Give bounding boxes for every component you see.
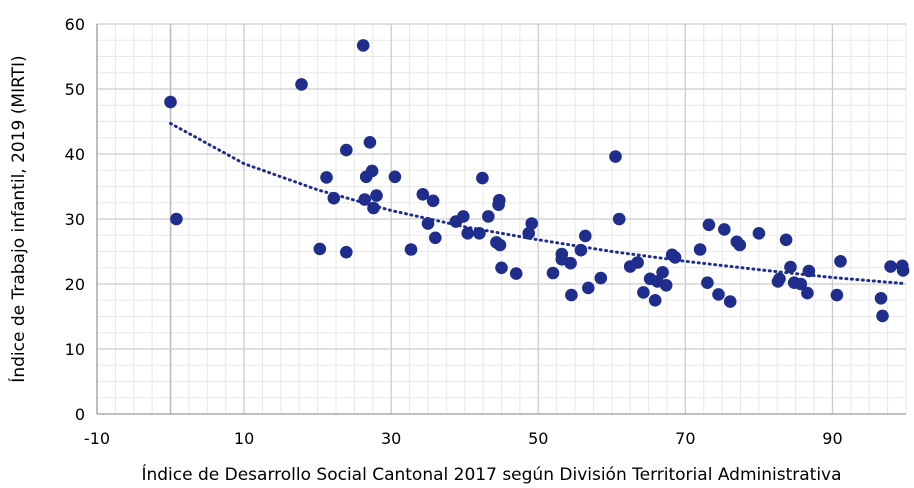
data-point [320,171,333,184]
data-point [637,286,650,299]
data-point [421,217,435,230]
data-point [582,281,595,295]
data-point [718,223,731,236]
data-point [733,238,747,252]
data-point [896,264,910,277]
data-point [367,201,380,215]
data-point [170,212,183,226]
data-point [612,212,626,226]
data-point [876,309,889,323]
y-tick-label: 20 [65,275,85,294]
data-point [365,164,379,178]
data-point [473,227,486,240]
data-point [358,193,372,206]
x-tick-label: 50 [528,429,548,448]
data-point [493,238,507,252]
data-point [340,143,353,157]
data-point [773,272,786,286]
data-point [416,188,430,201]
x-tick-label: 10 [234,429,254,448]
y-tick-label: 60 [65,15,85,34]
data-point [564,256,577,270]
data-point [429,231,442,245]
data-point [426,194,440,208]
y-axis-title: Índice de Trabajo infantil, 2019 (MIRTI) [7,55,29,382]
y-tick-label: 0 [75,405,85,424]
data-point [801,286,814,300]
data-point [388,170,402,184]
y-tick-label: 30 [65,210,85,229]
data-point [874,292,888,305]
data-point [834,254,847,268]
data-point [784,260,797,274]
data-point [493,193,506,207]
data-point [659,279,673,292]
data-point [370,189,383,202]
data-point [609,150,622,163]
data-point [779,233,793,247]
data-point [668,251,682,264]
x-tick-label: 70 [675,429,695,448]
data-point [693,243,707,256]
data-points [164,39,910,323]
x-tick-label: 30 [381,429,401,448]
data-point [594,271,608,285]
data-point [164,95,177,109]
data-point [461,227,475,240]
data-point [340,245,353,259]
data-point [702,218,716,232]
x-axis-title: Índice de Desarrollo Social Cantonal 201… [141,463,841,485]
trendline [169,121,904,285]
data-point [509,267,523,280]
axes [96,24,906,415]
y-tick-label: 50 [65,80,85,99]
data-point [884,260,897,273]
tick-labels: -10 10 30 50 70 90 0 10 20 30 40 50 60 [65,15,843,448]
data-point [404,243,418,256]
data-point [656,266,669,279]
data-point [712,288,725,301]
y-tick-label: 40 [65,145,85,164]
trendline-group [169,121,904,285]
data-point [476,171,489,185]
data-point [522,227,535,240]
grid [97,23,907,414]
data-point [495,261,508,275]
data-point [482,210,495,223]
data-point [794,277,808,291]
data-point [363,136,377,149]
data-point [723,295,737,308]
data-point [631,256,644,269]
data-point [802,264,816,278]
data-point [752,227,766,240]
data-point [830,288,844,302]
data-point [701,276,714,290]
data-point [565,288,578,302]
data-point [457,210,470,223]
x-tick-label: 90 [822,429,842,448]
y-tick-label: 10 [65,340,85,359]
data-point [313,242,327,256]
data-point [574,243,588,257]
data-point [295,78,308,91]
x-tick-label: -10 [84,429,110,448]
data-point [648,294,662,307]
data-point [579,229,592,243]
data-point [327,191,341,205]
data-point [356,39,370,52]
data-point [525,217,538,230]
data-point [546,266,560,280]
